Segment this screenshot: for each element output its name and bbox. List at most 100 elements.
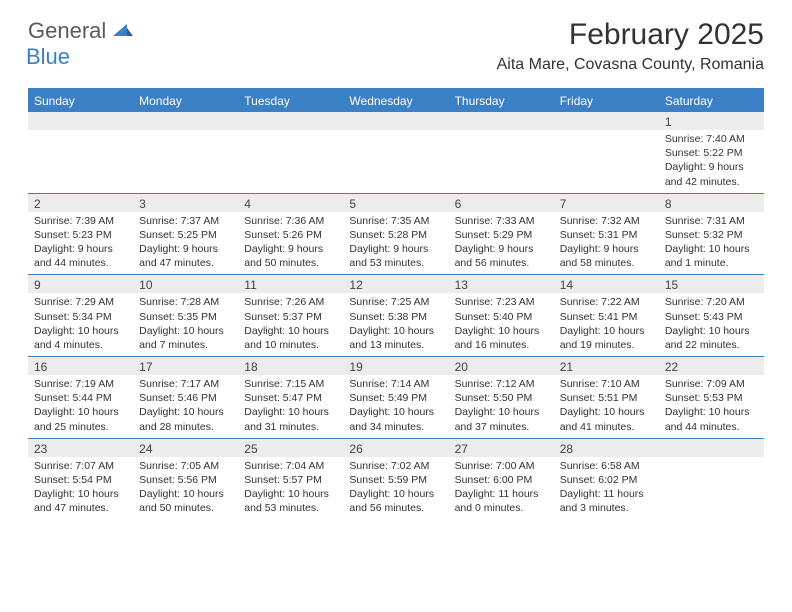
day-number xyxy=(554,112,659,130)
calendar-cell xyxy=(343,112,448,193)
sunrise-text: Sunrise: 7:40 AM xyxy=(665,132,758,146)
day-number xyxy=(28,112,133,130)
calendar-cell xyxy=(554,112,659,193)
calendar-cell: 12Sunrise: 7:25 AMSunset: 5:38 PMDayligh… xyxy=(343,275,448,356)
sunset-text: Sunset: 5:53 PM xyxy=(665,391,758,405)
weekday-header: Sunday Monday Tuesday Wednesday Thursday… xyxy=(28,90,764,112)
sunrise-text: Sunrise: 7:25 AM xyxy=(349,295,442,309)
calendar-cell: 20Sunrise: 7:12 AMSunset: 5:50 PMDayligh… xyxy=(449,357,554,438)
daylight-text: Daylight: 10 hours and 56 minutes. xyxy=(349,487,442,515)
weekday-label: Tuesday xyxy=(238,90,343,112)
calendar-cell: 1Sunrise: 7:40 AMSunset: 5:22 PMDaylight… xyxy=(659,112,764,193)
cell-body: Sunrise: 7:32 AMSunset: 5:31 PMDaylight:… xyxy=(554,212,659,275)
calendar-cell: 13Sunrise: 7:23 AMSunset: 5:40 PMDayligh… xyxy=(449,275,554,356)
calendar-cell: 10Sunrise: 7:28 AMSunset: 5:35 PMDayligh… xyxy=(133,275,238,356)
sunrise-text: Sunrise: 7:07 AM xyxy=(34,459,127,473)
logo-word1: General xyxy=(28,18,106,43)
sunset-text: Sunset: 5:46 PM xyxy=(139,391,232,405)
sunset-text: Sunset: 5:22 PM xyxy=(665,146,758,160)
sunset-text: Sunset: 5:31 PM xyxy=(560,228,653,242)
calendar-cell: 22Sunrise: 7:09 AMSunset: 5:53 PMDayligh… xyxy=(659,357,764,438)
cell-body: Sunrise: 7:22 AMSunset: 5:41 PMDaylight:… xyxy=(554,293,659,356)
weekday-label: Friday xyxy=(554,90,659,112)
cell-body: Sunrise: 7:23 AMSunset: 5:40 PMDaylight:… xyxy=(449,293,554,356)
cell-body: Sunrise: 7:33 AMSunset: 5:29 PMDaylight:… xyxy=(449,212,554,275)
day-number: 15 xyxy=(659,275,764,293)
day-number xyxy=(343,112,448,130)
calendar-cell: 15Sunrise: 7:20 AMSunset: 5:43 PMDayligh… xyxy=(659,275,764,356)
sunset-text: Sunset: 5:57 PM xyxy=(244,473,337,487)
cell-body: Sunrise: 7:09 AMSunset: 5:53 PMDaylight:… xyxy=(659,375,764,438)
daylight-text: Daylight: 9 hours and 56 minutes. xyxy=(455,242,548,270)
sunset-text: Sunset: 5:59 PM xyxy=(349,473,442,487)
sunrise-text: Sunrise: 7:33 AM xyxy=(455,214,548,228)
cell-body: Sunrise: 7:15 AMSunset: 5:47 PMDaylight:… xyxy=(238,375,343,438)
sunrise-text: Sunrise: 7:35 AM xyxy=(349,214,442,228)
calendar-cell: 21Sunrise: 7:10 AMSunset: 5:51 PMDayligh… xyxy=(554,357,659,438)
calendar-cell: 24Sunrise: 7:05 AMSunset: 5:56 PMDayligh… xyxy=(133,439,238,520)
day-number: 14 xyxy=(554,275,659,293)
day-number: 25 xyxy=(238,439,343,457)
daylight-text: Daylight: 10 hours and 47 minutes. xyxy=(34,487,127,515)
sunset-text: Sunset: 5:23 PM xyxy=(34,228,127,242)
day-number: 10 xyxy=(133,275,238,293)
cell-body: Sunrise: 6:58 AMSunset: 6:02 PMDaylight:… xyxy=(554,457,659,520)
daylight-text: Daylight: 10 hours and 41 minutes. xyxy=(560,405,653,433)
cell-body: Sunrise: 7:05 AMSunset: 5:56 PMDaylight:… xyxy=(133,457,238,520)
calendar-week: 1Sunrise: 7:40 AMSunset: 5:22 PMDaylight… xyxy=(28,112,764,193)
weeks-container: 1Sunrise: 7:40 AMSunset: 5:22 PMDaylight… xyxy=(28,112,764,519)
title-block: February 2025 Aita Mare, Covasna County,… xyxy=(497,18,764,74)
daylight-text: Daylight: 9 hours and 53 minutes. xyxy=(349,242,442,270)
calendar-cell: 18Sunrise: 7:15 AMSunset: 5:47 PMDayligh… xyxy=(238,357,343,438)
day-number: 17 xyxy=(133,357,238,375)
weekday-label: Monday xyxy=(133,90,238,112)
calendar-cell: 26Sunrise: 7:02 AMSunset: 5:59 PMDayligh… xyxy=(343,439,448,520)
cell-body: Sunrise: 7:25 AMSunset: 5:38 PMDaylight:… xyxy=(343,293,448,356)
daylight-text: Daylight: 10 hours and 16 minutes. xyxy=(455,324,548,352)
daylight-text: Daylight: 9 hours and 47 minutes. xyxy=(139,242,232,270)
calendar-cell xyxy=(28,112,133,193)
sunset-text: Sunset: 5:51 PM xyxy=(560,391,653,405)
cell-body: Sunrise: 7:20 AMSunset: 5:43 PMDaylight:… xyxy=(659,293,764,356)
day-number: 3 xyxy=(133,194,238,212)
cell-body: Sunrise: 7:35 AMSunset: 5:28 PMDaylight:… xyxy=(343,212,448,275)
sunset-text: Sunset: 5:41 PM xyxy=(560,310,653,324)
sunset-text: Sunset: 5:37 PM xyxy=(244,310,337,324)
cell-body: Sunrise: 7:04 AMSunset: 5:57 PMDaylight:… xyxy=(238,457,343,520)
sunrise-text: Sunrise: 7:00 AM xyxy=(455,459,548,473)
logo-text: General Blue xyxy=(28,18,133,70)
day-number: 4 xyxy=(238,194,343,212)
calendar-cell: 3Sunrise: 7:37 AMSunset: 5:25 PMDaylight… xyxy=(133,194,238,275)
sunrise-text: Sunrise: 7:15 AM xyxy=(244,377,337,391)
cell-body: Sunrise: 7:02 AMSunset: 5:59 PMDaylight:… xyxy=(343,457,448,520)
calendar-week: 23Sunrise: 7:07 AMSunset: 5:54 PMDayligh… xyxy=(28,438,764,520)
logo: General Blue xyxy=(28,18,133,70)
calendar-week: 2Sunrise: 7:39 AMSunset: 5:23 PMDaylight… xyxy=(28,193,764,275)
daylight-text: Daylight: 10 hours and 44 minutes. xyxy=(665,405,758,433)
cell-body: Sunrise: 7:10 AMSunset: 5:51 PMDaylight:… xyxy=(554,375,659,438)
cell-body: Sunrise: 7:28 AMSunset: 5:35 PMDaylight:… xyxy=(133,293,238,356)
calendar-cell: 7Sunrise: 7:32 AMSunset: 5:31 PMDaylight… xyxy=(554,194,659,275)
sunrise-text: Sunrise: 7:05 AM xyxy=(139,459,232,473)
calendar-cell: 14Sunrise: 7:22 AMSunset: 5:41 PMDayligh… xyxy=(554,275,659,356)
calendar-cell: 27Sunrise: 7:00 AMSunset: 6:00 PMDayligh… xyxy=(449,439,554,520)
daylight-text: Daylight: 9 hours and 50 minutes. xyxy=(244,242,337,270)
daylight-text: Daylight: 10 hours and 34 minutes. xyxy=(349,405,442,433)
day-number: 22 xyxy=(659,357,764,375)
day-number: 9 xyxy=(28,275,133,293)
weekday-label: Sunday xyxy=(28,90,133,112)
sunrise-text: Sunrise: 7:19 AM xyxy=(34,377,127,391)
calendar-cell: 4Sunrise: 7:36 AMSunset: 5:26 PMDaylight… xyxy=(238,194,343,275)
sunrise-text: Sunrise: 7:17 AM xyxy=(139,377,232,391)
day-number: 13 xyxy=(449,275,554,293)
sunrise-text: Sunrise: 7:02 AM xyxy=(349,459,442,473)
sunset-text: Sunset: 5:50 PM xyxy=(455,391,548,405)
day-number: 20 xyxy=(449,357,554,375)
daylight-text: Daylight: 10 hours and 25 minutes. xyxy=(34,405,127,433)
day-number: 8 xyxy=(659,194,764,212)
header: General Blue February 2025 Aita Mare, Co… xyxy=(0,0,792,82)
day-number: 18 xyxy=(238,357,343,375)
calendar: Sunday Monday Tuesday Wednesday Thursday… xyxy=(28,88,764,519)
day-number: 23 xyxy=(28,439,133,457)
sunrise-text: Sunrise: 7:32 AM xyxy=(560,214,653,228)
